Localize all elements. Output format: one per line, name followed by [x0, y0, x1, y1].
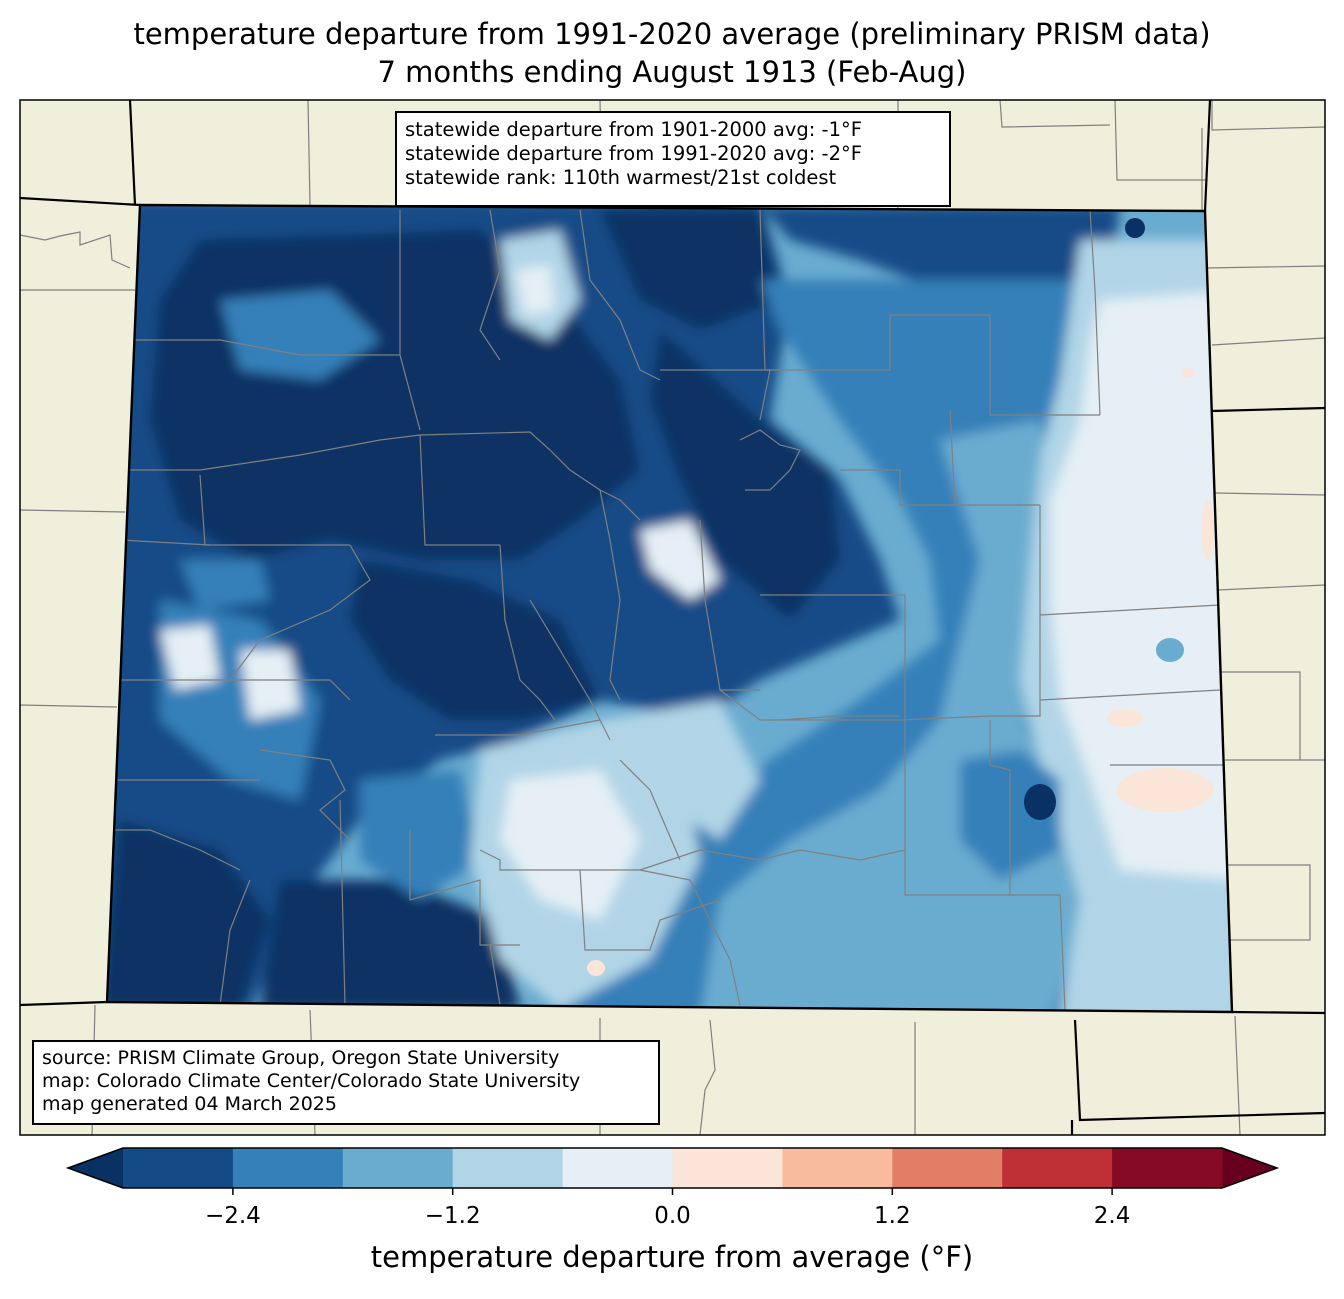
colorbar-tick-label: 2.4	[1093, 1203, 1131, 1229]
warm-anomaly-spots	[587, 368, 1214, 976]
statewide-stats-box: statewide departure from 1901-2000 avg: …	[395, 111, 951, 207]
county-lines	[110, 209, 1225, 1011]
stats-departure-1901-2000: statewide departure from 1901-2000 avg: …	[405, 118, 862, 141]
map-credit: map: Colorado Climate Center/Colorado St…	[42, 1070, 581, 1092]
map-title-line2: 7 months ending August 1913 (Feb-Aug)	[377, 55, 967, 89]
colorbar-under-arrow	[68, 1148, 123, 1188]
colorbar-bin	[1002, 1148, 1113, 1188]
colorbar-tick-label: −1.2	[424, 1203, 481, 1229]
stats-rank: statewide rank: 110th warmest/21st colde…	[405, 166, 837, 189]
colorbar-bin	[672, 1148, 783, 1188]
neighbor-state-borders	[20, 100, 1325, 1135]
colorbar-bin	[452, 1148, 564, 1188]
colorbar-bin	[782, 1148, 893, 1188]
source-credit: source: PRISM Climate Group, Oregon Stat…	[42, 1047, 560, 1069]
colorbar-tick-label: 0.0	[654, 1203, 691, 1229]
colorbar-over-arrow	[1222, 1148, 1277, 1188]
source-box: source: PRISM Climate Group, Oregon Stat…	[32, 1040, 660, 1125]
map-frame	[19, 99, 1326, 1136]
stats-departure-1991-2020: statewide departure from 1991-2020 avg: …	[405, 142, 862, 165]
map-title-line1: temperature departure from 1991-2020 ave…	[133, 17, 1211, 51]
colorbar-bin	[232, 1148, 344, 1188]
colorbar-tick-label: 1.2	[874, 1203, 911, 1229]
colorbar-bin	[123, 1148, 234, 1188]
colorbar-bin	[1112, 1148, 1223, 1188]
temperature-field	[107, 205, 1232, 1012]
colorbar-bin	[892, 1148, 1003, 1188]
colorbar-tick-label: −2.4	[204, 1203, 261, 1229]
colorbar-bin	[562, 1148, 673, 1188]
colorbar-bin	[342, 1148, 454, 1188]
colorbar-outline	[65, 1147, 1280, 1189]
generated-date: map generated 04 March 2025	[42, 1093, 337, 1115]
colorbar-title: temperature departure from average (°F)	[370, 1240, 974, 1274]
colorbar	[65, 1147, 1280, 1195]
